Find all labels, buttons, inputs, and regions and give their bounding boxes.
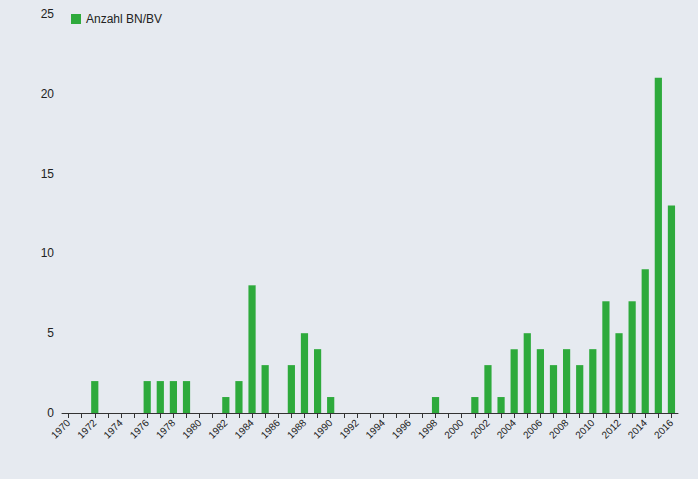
svg-text:1998: 1998 (416, 417, 440, 441)
svg-text:2012: 2012 (599, 417, 623, 441)
svg-text:1992: 1992 (337, 417, 361, 441)
svg-text:2014: 2014 (626, 417, 650, 441)
svg-text:25: 25 (41, 7, 55, 21)
svg-text:1990: 1990 (311, 417, 335, 441)
svg-text:1984: 1984 (232, 417, 256, 441)
svg-text:1972: 1972 (75, 417, 99, 441)
svg-text:2010: 2010 (573, 417, 597, 441)
svg-text:1982: 1982 (206, 417, 230, 441)
svg-text:2016: 2016 (652, 417, 676, 441)
svg-text:1980: 1980 (180, 417, 204, 441)
svg-text:1996: 1996 (390, 417, 414, 441)
svg-text:5: 5 (47, 326, 54, 340)
svg-text:2000: 2000 (442, 417, 466, 441)
svg-text:15: 15 (41, 167, 55, 181)
svg-text:20: 20 (41, 87, 55, 101)
svg-text:1976: 1976 (128, 417, 152, 441)
svg-text:2002: 2002 (468, 417, 492, 441)
svg-text:1974: 1974 (101, 417, 125, 441)
svg-text:Anzahl BN/BV: Anzahl BN/BV (86, 12, 162, 26)
svg-text:2006: 2006 (521, 417, 545, 441)
svg-text:1970: 1970 (49, 417, 73, 441)
svg-text:2008: 2008 (547, 417, 571, 441)
svg-text:1986: 1986 (259, 417, 283, 441)
svg-text:1988: 1988 (285, 417, 309, 441)
svg-text:1978: 1978 (154, 417, 178, 441)
svg-text:10: 10 (41, 246, 55, 260)
svg-text:2004: 2004 (495, 417, 519, 441)
svg-text:1994: 1994 (364, 417, 388, 441)
svg-text:0: 0 (47, 406, 54, 420)
